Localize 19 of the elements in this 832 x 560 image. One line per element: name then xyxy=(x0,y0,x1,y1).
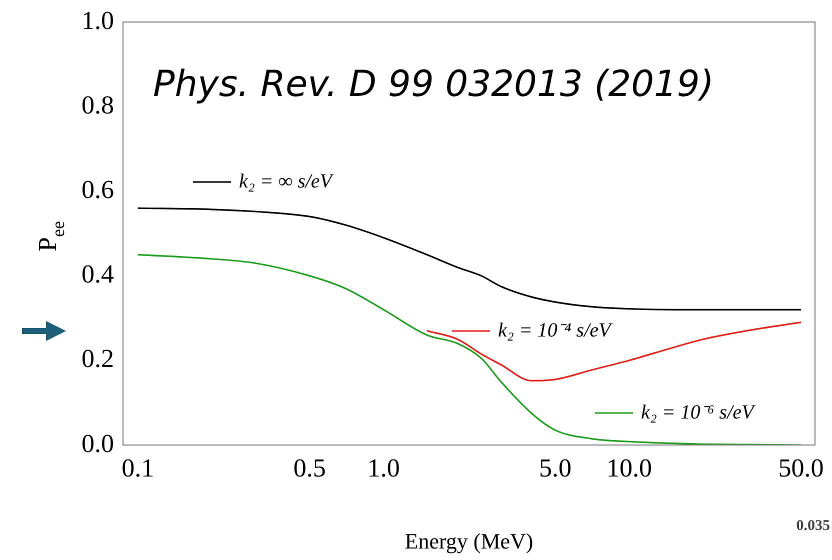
x-tick-label: 0.5 xyxy=(293,453,326,482)
y-axis-title: Pee xyxy=(33,221,68,252)
y-tick-label: 0.6 xyxy=(82,175,114,204)
text: 0.035 xyxy=(796,518,830,534)
y-tick-label: 0.8 xyxy=(82,90,114,120)
x-tick-label: 0.1 xyxy=(122,453,154,482)
y-tick-label: 0.4 xyxy=(82,260,114,289)
y-tick-label: 0.0 xyxy=(82,428,114,458)
y-tick-label: 0.2 xyxy=(82,344,114,374)
x-tick-label: 5.0 xyxy=(539,453,572,482)
legend-label: k₂ = 10⁻⁴ s/eV xyxy=(498,319,614,342)
x-tick-label: 50.0 xyxy=(778,453,824,482)
legend-label: k₂ = 10⁻⁶ s/eV xyxy=(641,401,756,424)
annotation: Phys. Rev. D 99 032013 (2019) xyxy=(153,64,714,105)
y-tick-label: 1.0 xyxy=(82,6,114,35)
x-tick-label: 10.0 xyxy=(606,453,652,482)
x-tick-label: 1.0 xyxy=(367,453,400,482)
legend-label: k₂ = ∞ s/eV xyxy=(239,170,335,192)
x-axis-title: Energy (MeV) xyxy=(404,528,534,554)
